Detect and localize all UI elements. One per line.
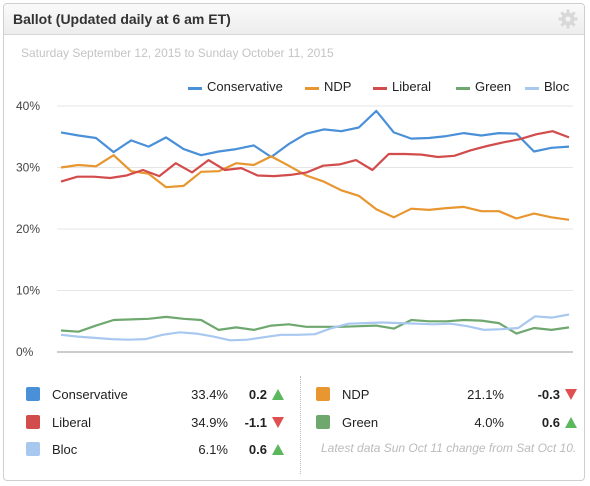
stat-change: -0.3 bbox=[537, 387, 560, 402]
stat-change: -1.1 bbox=[244, 415, 267, 430]
legend-label: Bloc bbox=[544, 79, 570, 94]
legend-label: Liberal bbox=[392, 79, 432, 94]
stat-name: NDP bbox=[342, 387, 370, 402]
triangle-down-icon bbox=[272, 417, 284, 428]
stat-value: 4.0% bbox=[474, 415, 504, 430]
stat-value: 33.4% bbox=[191, 387, 228, 402]
legend-swatch bbox=[525, 87, 539, 90]
series-line-bloc[interactable] bbox=[60, 313, 570, 342]
series-line-ndp[interactable] bbox=[60, 154, 570, 221]
stat-change: 0.6 bbox=[248, 442, 267, 457]
ballot-widget: Ballot (Updated daily at 6 am ET) Saturd… bbox=[3, 3, 585, 481]
y-tick-label: 10% bbox=[16, 284, 40, 298]
legend-swatch bbox=[305, 87, 319, 90]
stat-row-conservative: Conservative 33.4% 0.2 bbox=[26, 385, 288, 403]
legend-label: Green bbox=[475, 79, 512, 94]
triangle-up-icon bbox=[272, 444, 284, 455]
series-line-green[interactable] bbox=[60, 315, 570, 335]
stat-row-bloc: Bloc 6.1% 0.6 bbox=[26, 440, 288, 458]
stat-name: Green bbox=[342, 415, 379, 430]
series-line-liberal[interactable] bbox=[60, 130, 570, 183]
stat-value: 21.1% bbox=[467, 387, 504, 402]
y-tick-label: 40% bbox=[16, 99, 40, 113]
stat-row-ndp: NDP 21.1% -0.3 bbox=[316, 385, 578, 403]
triangle-up-icon bbox=[272, 389, 284, 400]
stats-divider bbox=[300, 376, 301, 474]
stat-swatch bbox=[316, 387, 330, 401]
y-tick-label: 0% bbox=[16, 345, 34, 359]
stat-swatch bbox=[26, 442, 40, 456]
widget-header: Ballot (Updated daily at 6 am ET) bbox=[4, 4, 584, 35]
series-line-conservative[interactable] bbox=[60, 109, 570, 159]
stat-row-green: Green 4.0% 0.6 bbox=[316, 413, 578, 431]
y-tick-label: 30% bbox=[16, 161, 40, 175]
stat-value: 6.1% bbox=[198, 442, 228, 457]
y-tick-label: 20% bbox=[16, 222, 40, 236]
triangle-down-icon bbox=[565, 389, 577, 400]
stat-name: Conservative bbox=[52, 387, 128, 402]
legend-swatch bbox=[456, 87, 470, 90]
stat-swatch bbox=[316, 415, 330, 429]
stat-value: 34.9% bbox=[191, 415, 228, 430]
stat-change: 0.6 bbox=[541, 415, 560, 430]
stat-swatch bbox=[26, 387, 40, 401]
stat-swatch bbox=[26, 415, 40, 429]
stat-row-liberal: Liberal 34.9% -1.1 bbox=[26, 413, 288, 431]
legend-swatch bbox=[373, 87, 387, 90]
triangle-up-icon bbox=[565, 417, 577, 428]
stat-change: 0.2 bbox=[248, 387, 267, 402]
widget-title: Ballot (Updated daily at 6 am ET) bbox=[13, 11, 231, 27]
legend-label: NDP bbox=[324, 79, 352, 94]
legend-swatch bbox=[188, 87, 202, 90]
gear-icon[interactable] bbox=[558, 9, 578, 29]
stat-name: Liberal bbox=[52, 415, 92, 430]
date-range-subtitle: Saturday September 12, 2015 to Sunday Oc… bbox=[21, 46, 334, 60]
latest-data-note: Latest data Sun Oct 11 change from Sat O… bbox=[321, 441, 577, 455]
polling-line-chart: 0% 10% 20% 30% 40% bbox=[16, 99, 573, 359]
stat-name: Bloc bbox=[52, 442, 78, 457]
legend-label: Conservative bbox=[207, 79, 283, 94]
